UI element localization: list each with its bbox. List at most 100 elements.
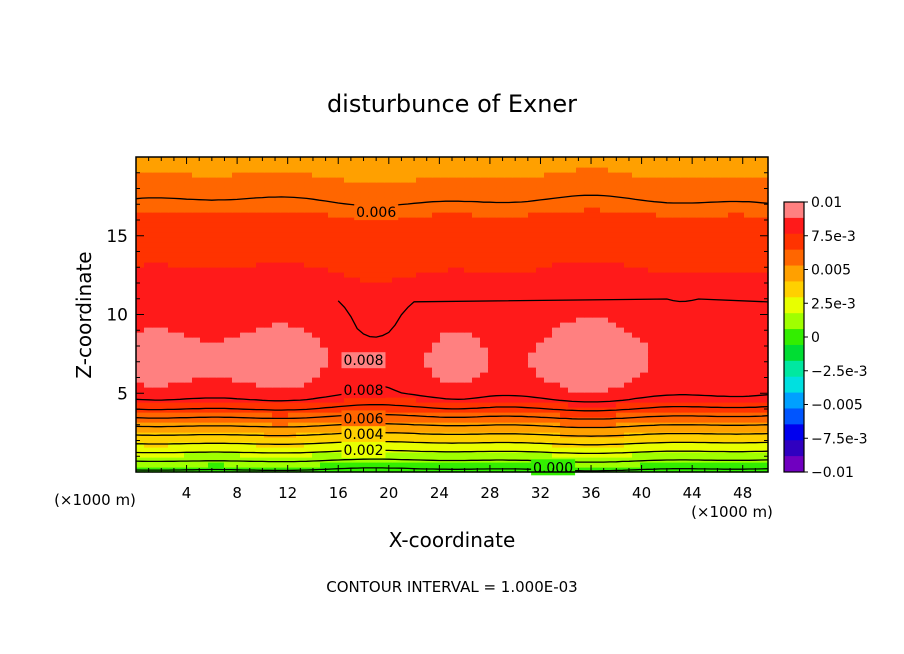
contour-cell [272, 462, 281, 468]
contour-cell [544, 282, 553, 288]
contour-cell [352, 397, 361, 403]
contour-cell [176, 242, 185, 248]
contour-cell [672, 207, 681, 213]
contour-cell [720, 362, 729, 368]
contour-cell [696, 372, 705, 378]
contour-cell [152, 367, 161, 373]
contour-cell [704, 282, 713, 288]
contour-cell [752, 432, 761, 438]
contour-cell [400, 287, 409, 293]
contour-cell [440, 217, 449, 223]
contour-cell [320, 422, 329, 428]
contour-cell [496, 232, 505, 238]
contour-cell [240, 287, 249, 293]
contour-cell [424, 162, 433, 168]
contour-cell [640, 217, 649, 223]
contour-cell [592, 267, 601, 273]
contour-cell [584, 222, 593, 228]
contour-cell [408, 387, 417, 393]
contour-cell [424, 382, 433, 388]
contour-cell [312, 307, 321, 313]
contour-cell [496, 197, 505, 203]
contour-cell [288, 342, 297, 348]
contour-cell [576, 397, 585, 403]
contour-cell [656, 222, 665, 228]
contour-cell [592, 467, 601, 473]
contour-cell [288, 282, 297, 288]
contour-cell [640, 392, 649, 398]
contour-cell [736, 392, 745, 398]
contour-cell [168, 382, 177, 388]
contour-cell [272, 167, 281, 173]
contour-cell [272, 322, 281, 328]
contour-cell [304, 307, 313, 313]
contour-cell [736, 452, 745, 458]
contour-cell [680, 432, 689, 438]
contour-cell [672, 157, 681, 163]
contour-cell [432, 382, 441, 388]
contour-cell [264, 192, 273, 198]
contour-cell [408, 442, 417, 448]
contour-cell [696, 367, 705, 373]
contour-cell [208, 447, 217, 453]
contour-cell [472, 322, 481, 328]
contour-cell [144, 462, 153, 468]
contour-cell [288, 367, 297, 373]
contour-cell [344, 337, 353, 343]
contour-cell [192, 257, 201, 263]
contour-cell [528, 242, 537, 248]
contour-cell [376, 407, 385, 413]
contour-cell [760, 292, 769, 298]
contour-cell [392, 467, 401, 473]
contour-cell [528, 452, 537, 458]
contour-cell [392, 172, 401, 178]
contour-cell [656, 377, 665, 383]
contour-cell [432, 307, 441, 313]
contour-cell [304, 162, 313, 168]
contour-cell [136, 292, 145, 298]
contour-cell [360, 187, 369, 193]
contour-cell [280, 417, 289, 423]
contour-cell [472, 252, 481, 258]
contour-cell [312, 317, 321, 323]
contour-cell [504, 392, 513, 398]
contour-cell [736, 197, 745, 203]
contour-lines [135, 194, 769, 472]
contour-cell [632, 192, 641, 198]
contour-cell [592, 372, 601, 378]
contour-cell [688, 292, 697, 298]
contour-cell [352, 227, 361, 233]
contour-cell [176, 452, 185, 458]
contour-cell [496, 447, 505, 453]
contour-cell [336, 307, 345, 313]
contour-cell [488, 272, 497, 278]
contour-cell [680, 332, 689, 338]
contour-cell [248, 227, 257, 233]
contour-cell [504, 157, 513, 163]
contour-cell [256, 387, 265, 393]
contour-cell [504, 217, 513, 223]
contour-cell [608, 347, 617, 353]
contour-cell [224, 362, 233, 368]
contour-cell [240, 457, 249, 463]
contour-cell [680, 182, 689, 188]
contour-cell [264, 257, 273, 263]
contour-cell [520, 372, 529, 378]
contour-cell [456, 292, 465, 298]
contour-cell [464, 307, 473, 313]
contour-cell [656, 247, 665, 253]
contour-cell [152, 187, 161, 193]
contour-cell [560, 377, 569, 383]
contour-cell [432, 317, 441, 323]
contour-cell [576, 237, 585, 243]
contour-cell [456, 307, 465, 313]
contour-cell [304, 457, 313, 463]
contour-cell [528, 427, 537, 433]
contour-cell [712, 432, 721, 438]
contour-cell [432, 437, 441, 443]
contour-cell [200, 162, 209, 168]
contour-cell [272, 452, 281, 458]
contour-cell [512, 352, 521, 358]
contour-cell [704, 172, 713, 178]
contour-cell [696, 362, 705, 368]
